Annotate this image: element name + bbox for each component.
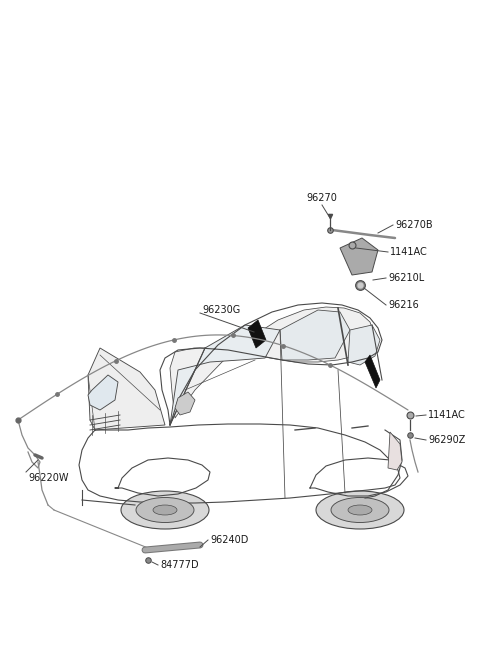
Text: 96230G: 96230G (202, 305, 240, 315)
Ellipse shape (121, 491, 209, 529)
Ellipse shape (136, 497, 194, 522)
Polygon shape (280, 310, 350, 360)
Polygon shape (175, 392, 195, 415)
Polygon shape (170, 325, 280, 425)
Polygon shape (365, 355, 380, 388)
Ellipse shape (348, 505, 372, 515)
Text: 96216: 96216 (388, 300, 419, 310)
Polygon shape (348, 325, 380, 365)
Text: 96240D: 96240D (210, 535, 248, 545)
Polygon shape (248, 320, 266, 348)
Text: 96270: 96270 (307, 193, 337, 203)
Text: 1141AC: 1141AC (390, 247, 428, 257)
Text: 84777D: 84777D (160, 560, 199, 570)
Text: 96220W: 96220W (28, 473, 69, 483)
Text: 96290Z: 96290Z (428, 435, 466, 445)
Ellipse shape (331, 497, 389, 522)
Polygon shape (388, 432, 402, 470)
Ellipse shape (153, 505, 177, 515)
Polygon shape (170, 307, 374, 418)
Text: 1141AC: 1141AC (428, 410, 466, 420)
Text: 96270B: 96270B (395, 220, 432, 230)
Polygon shape (88, 375, 118, 410)
Ellipse shape (316, 491, 404, 529)
Polygon shape (340, 238, 378, 275)
Text: 96210L: 96210L (388, 273, 424, 283)
Polygon shape (88, 348, 165, 430)
